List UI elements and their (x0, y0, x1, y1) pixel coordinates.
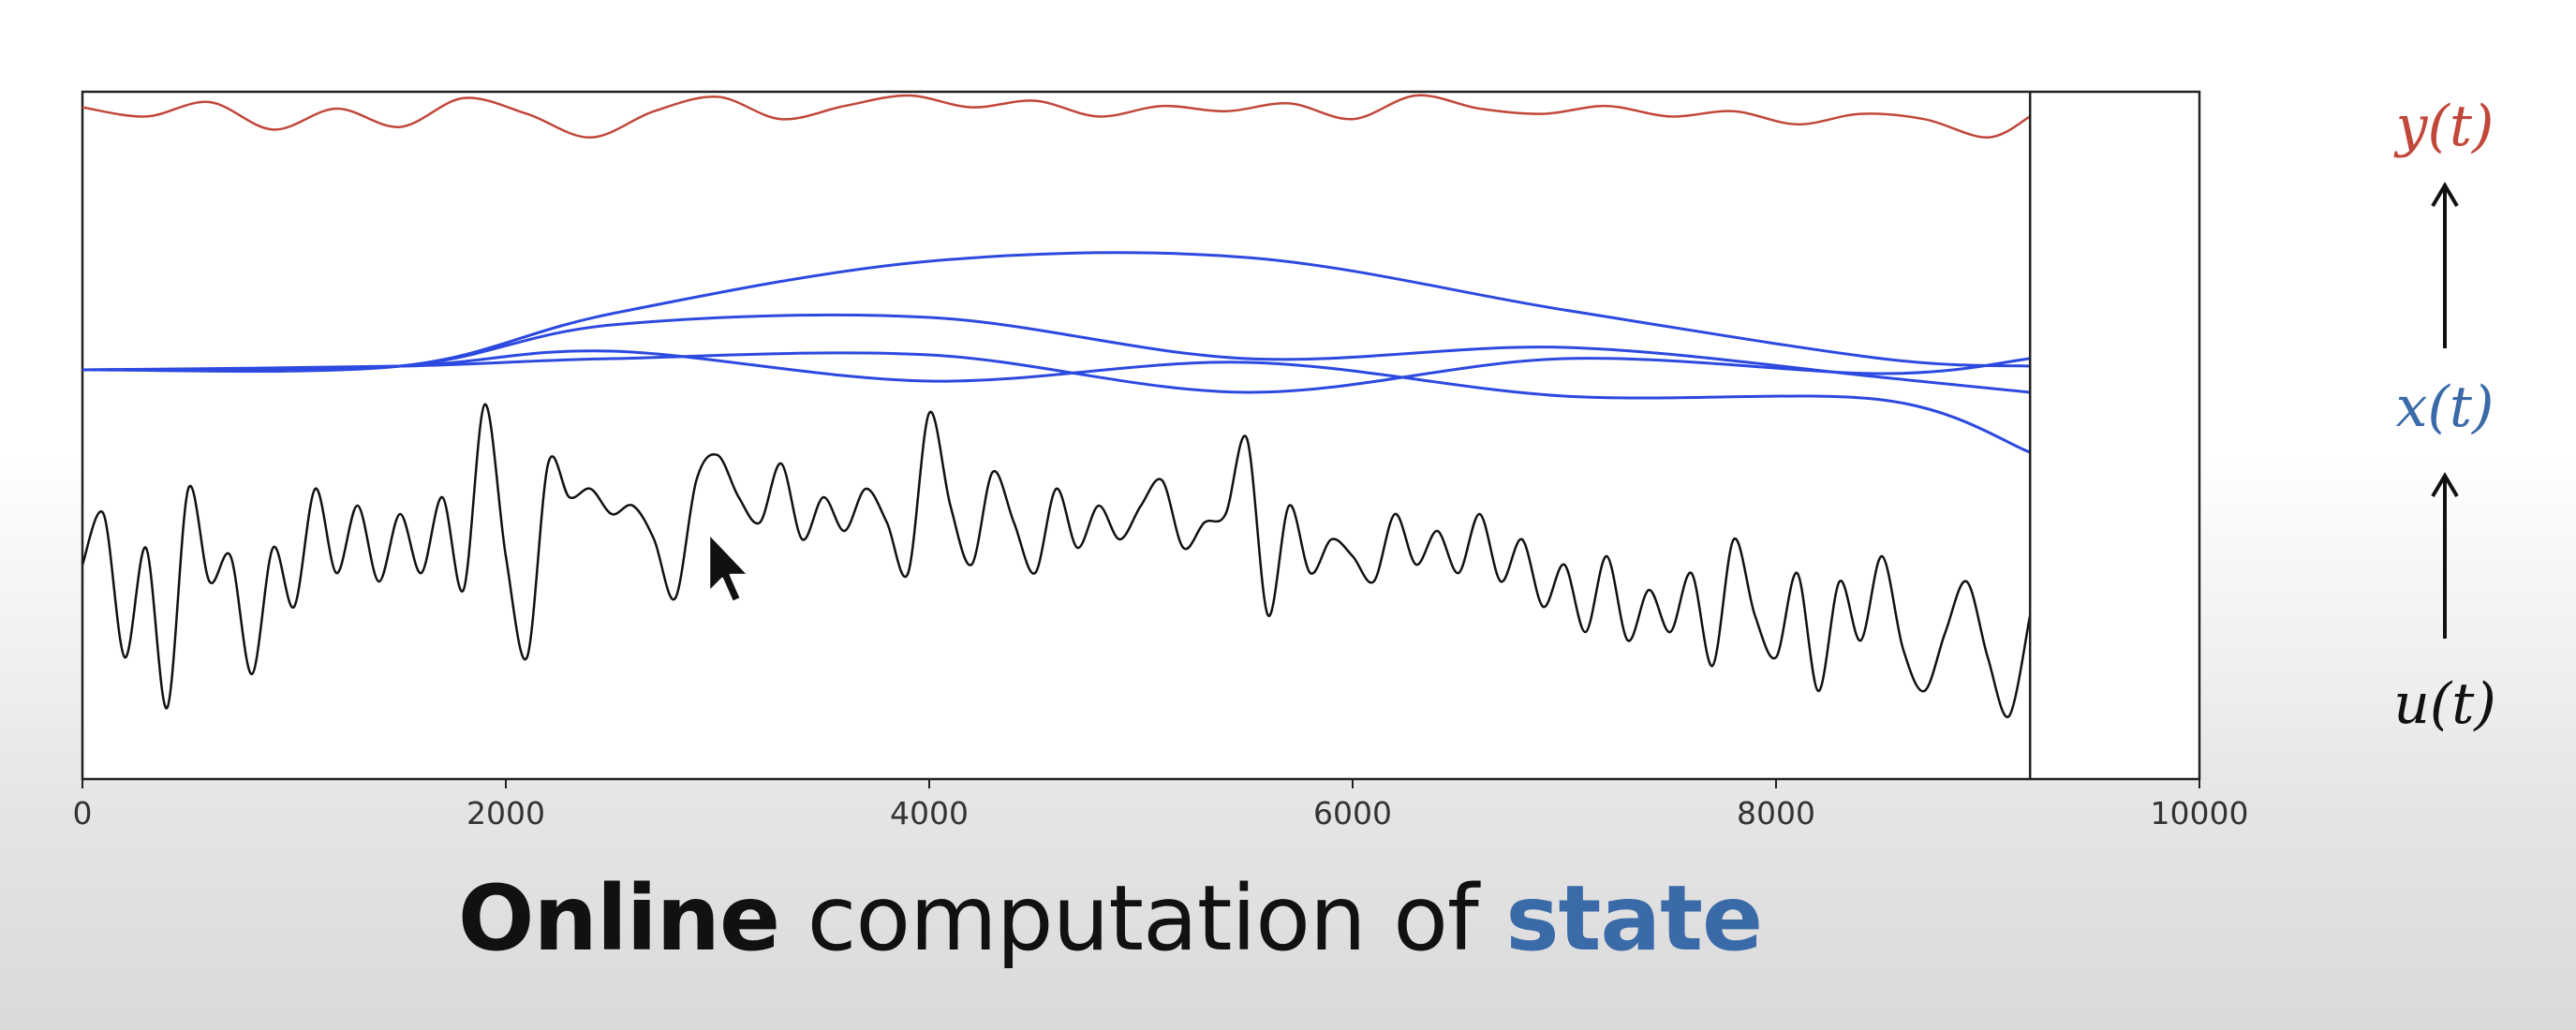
x-tick-label: 6000 (1313, 795, 1392, 831)
x-to-y-arrow-head (2431, 182, 2459, 208)
x-tick-label: 10000 (2151, 795, 2249, 831)
caption-accent-word: state (1505, 866, 1763, 971)
caption-plain-text: computation of (779, 866, 1506, 971)
y-signal-label: y(t) (2393, 94, 2495, 159)
plot-frame (81, 90, 2201, 781)
x-tick-label: 2000 (466, 795, 545, 831)
caption-bold-word: Online (457, 866, 780, 971)
u-to-x-arrow-head (2431, 472, 2459, 498)
x-tick-label: 8000 (1737, 795, 1815, 831)
slide-caption: Online computation of state (0, 866, 2220, 971)
mouse-cursor-icon (707, 532, 750, 604)
y-signal-line (81, 94, 2031, 140)
x-tick-label: 4000 (890, 795, 969, 831)
x-signal-label: x(t) (2396, 375, 2495, 440)
x-signal-line-4 (81, 351, 2031, 394)
u-signal-label: u(t) (2393, 671, 2496, 737)
u-signal-line (81, 403, 2032, 718)
x-tick-label: 0 (73, 795, 93, 831)
